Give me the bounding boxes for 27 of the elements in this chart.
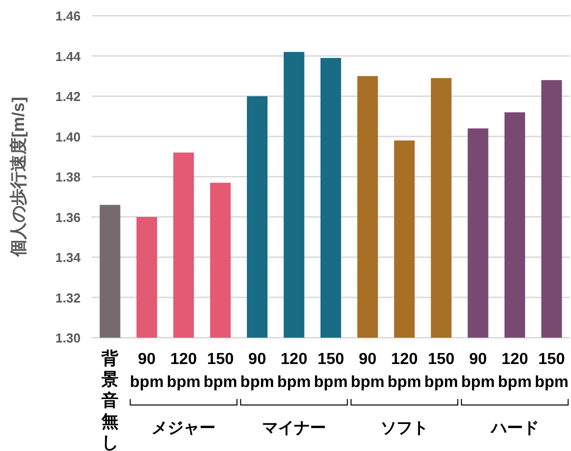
x-tick-label: 背景音無し <box>100 349 120 451</box>
x-tick-label: 90 bpm <box>130 351 164 391</box>
y-tick-label: 1.36 <box>55 210 81 225</box>
y-tick-label: 1.38 <box>55 170 81 185</box>
y-tick-label: 1.40 <box>55 129 81 144</box>
text: ソフト <box>380 420 428 437</box>
text: ハード <box>490 420 539 437</box>
y-tick-label: 1.42 <box>55 89 81 104</box>
x-tick-label: 150 bpm <box>204 351 238 391</box>
y-tick-label: 1.32 <box>55 290 81 306</box>
y-tick-label: 1.46 <box>55 8 81 24</box>
y-tick-label: 1.30 <box>55 330 81 346</box>
y-tick-label: 1.34 <box>55 250 82 266</box>
x-tick-label: 120 bpm <box>166 351 200 391</box>
x-tick-label: 90 bpm <box>461 351 495 391</box>
x-tick-label: 90 bpm <box>350 351 384 391</box>
text: メジャー <box>152 420 216 437</box>
x-tick-label: 150 bpm <box>314 351 348 391</box>
y-tick-label: 1.44 <box>55 48 82 64</box>
x-tick-label: 90 bpm <box>240 351 274 391</box>
text: マイナー <box>262 420 326 437</box>
y-axis-title: 個人の歩行速度[m/s] <box>9 96 28 258</box>
x-tick-label: 120 bpm <box>498 351 532 391</box>
x-tick-label: 120 bpm <box>277 351 311 391</box>
x-tick-label: 120 bpm <box>388 351 422 391</box>
x-tick-label: 150 bpm <box>424 351 458 391</box>
x-tick-label: 150 bpm <box>534 351 568 391</box>
